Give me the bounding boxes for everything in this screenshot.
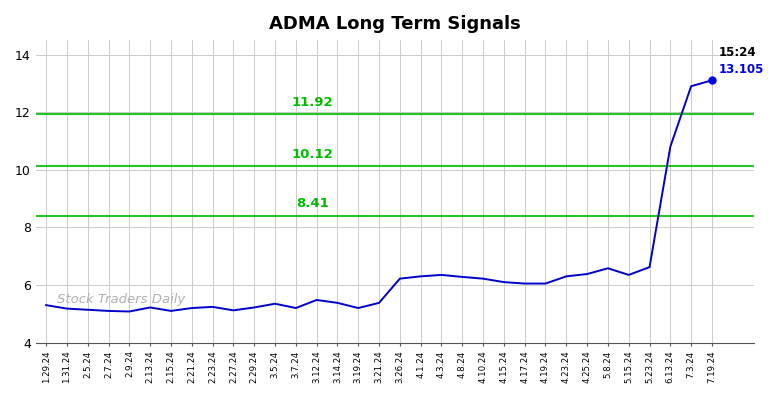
Title: ADMA Long Term Signals: ADMA Long Term Signals: [269, 15, 521, 33]
Text: 13.105: 13.105: [718, 63, 764, 76]
Text: 11.92: 11.92: [292, 96, 333, 109]
Text: 8.41: 8.41: [296, 197, 328, 211]
Text: Stock Traders Daily: Stock Traders Daily: [57, 293, 186, 306]
Text: 10.12: 10.12: [292, 148, 333, 161]
Text: 15:24: 15:24: [718, 46, 756, 59]
